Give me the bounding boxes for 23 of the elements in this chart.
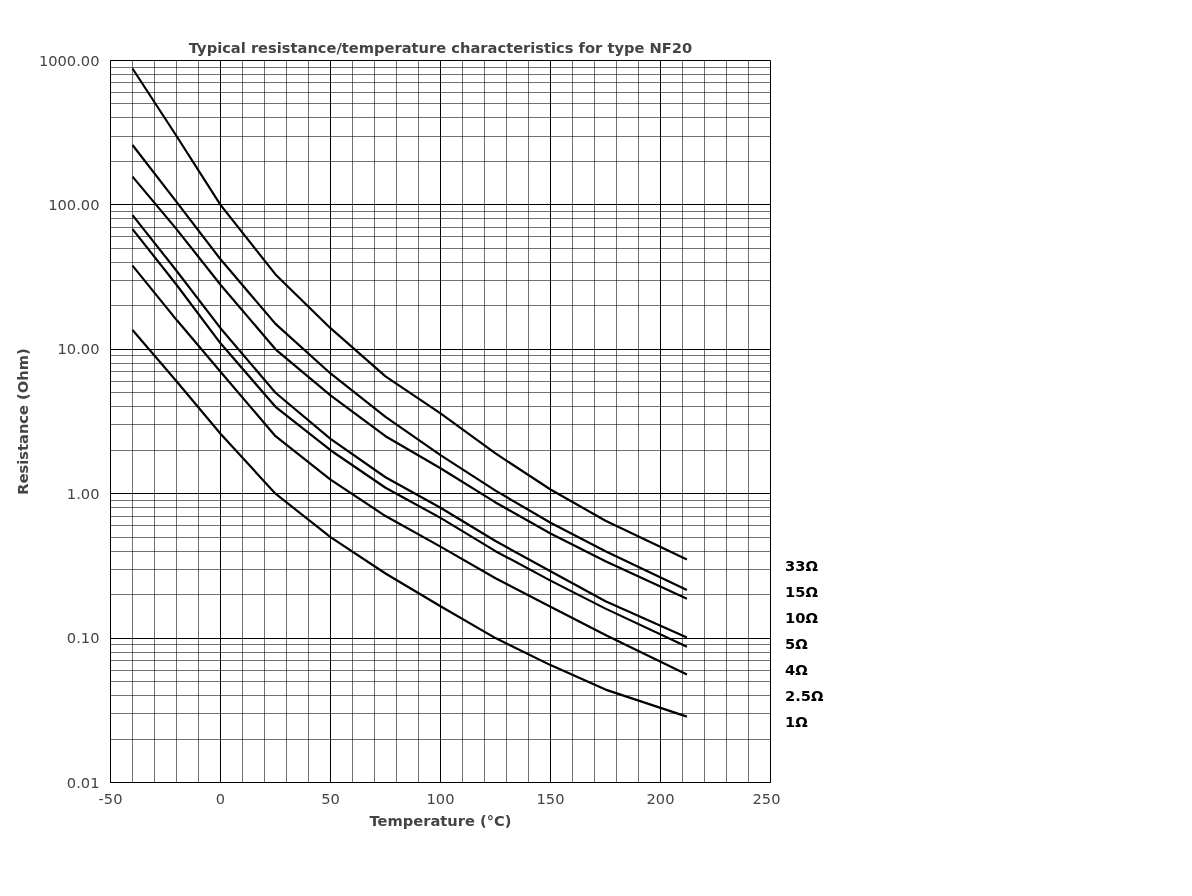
text: 5Ω — [785, 635, 809, 653]
y-tick-label: 0.10 — [66, 629, 100, 647]
text: 15Ω — [785, 583, 819, 601]
x-tick-label: 100 — [426, 789, 455, 807]
y-tick-label: 1000.00 — [38, 51, 100, 69]
text: 1Ω — [785, 713, 809, 731]
y-tick-label: 10.00 — [57, 340, 100, 358]
text: 2.5Ω — [785, 687, 824, 705]
y-tick-label: 1.00 — [66, 484, 100, 502]
x-tick-label: -50 — [98, 789, 123, 807]
y-tick-label: 0.01 — [66, 773, 100, 791]
x-tick-label: 250 — [752, 789, 781, 807]
text: 10Ω — [785, 609, 819, 627]
x-tick-label: 0 — [215, 789, 226, 807]
x-tick-label: 150 — [536, 789, 565, 807]
y-axis-title: Resistance (Ohm) — [13, 348, 31, 495]
text: 4Ω — [785, 661, 809, 679]
x-tick-label: 50 — [321, 789, 340, 807]
y-tick-label: 100.00 — [48, 195, 100, 213]
chart-title: Typical resistance/temperature characteristics for type NF20 — [188, 38, 693, 56]
text: 33Ω — [785, 557, 819, 575]
x-axis-title: Temperature (°C) — [369, 811, 512, 829]
x-tick-label: 200 — [646, 789, 675, 807]
